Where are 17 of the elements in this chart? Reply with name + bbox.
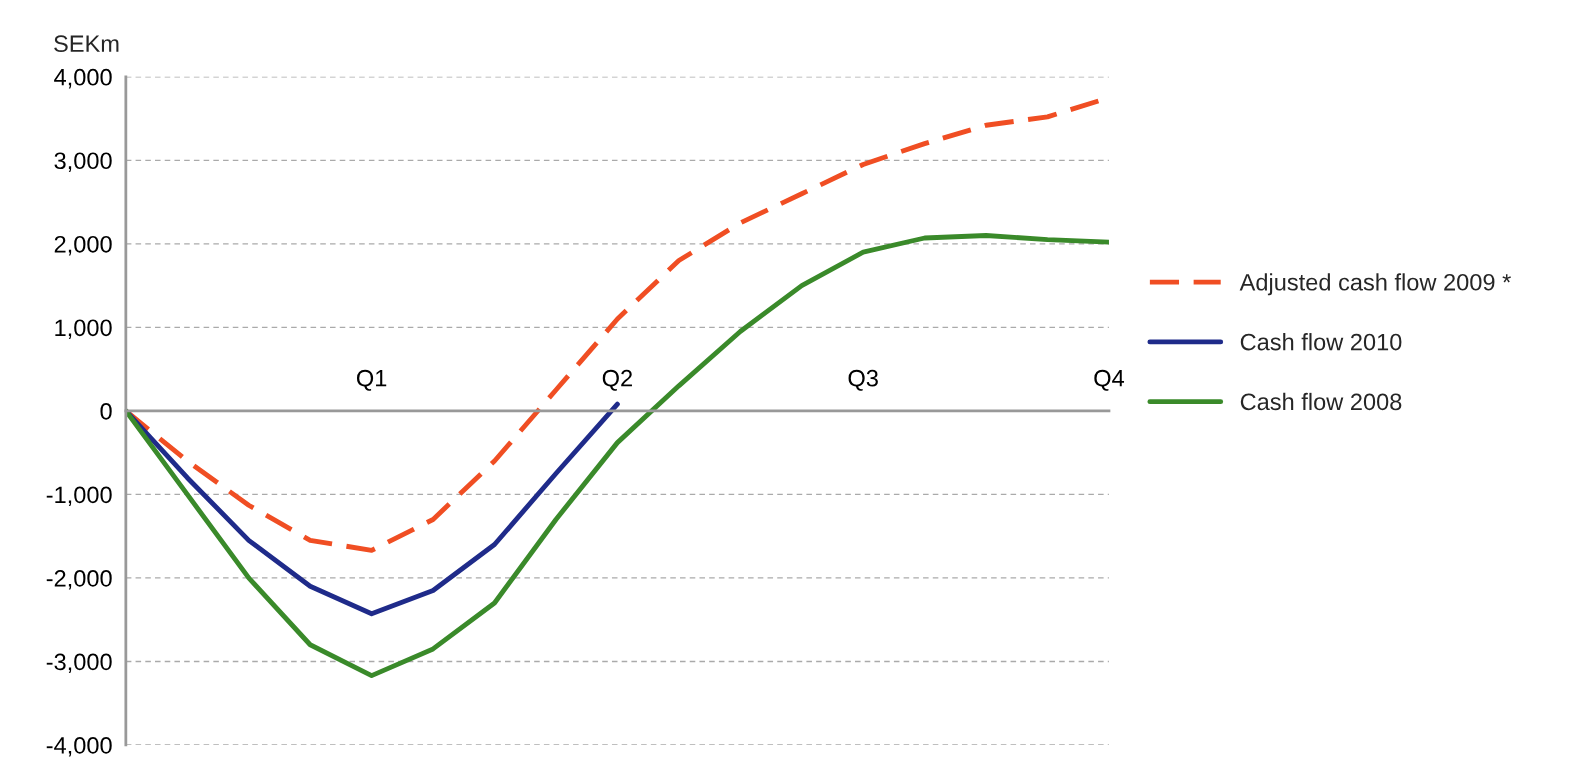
y-axis-title: SEKm [54,35,119,53]
x-tick-label: Q4 [1094,369,1125,391]
y-tick-label: -2,000 [46,569,112,590]
y-tick-label: -1,000 [46,486,112,506]
y-tick-label: 2,000 [54,235,112,256]
y-tick-label: 0 [100,402,112,420]
y-tick-label: 3,000 [54,152,112,172]
legend-label: Adjusted cash flow 2009 * [1239,273,1511,296]
x-tick-label: Q1 [356,369,387,391]
y-tick-label: -3,000 [46,653,112,674]
legend-label: Cash flow 2010 [1240,333,1402,351]
x-tick-label: Q2 [602,369,632,391]
legend-label: Cash flow 2008 [1240,392,1402,411]
y-tick-label: 1,000 [55,319,112,339]
y-tick-label: -4,000 [46,737,112,757]
x-tick-label: Q3 [848,369,878,391]
y-tick-label: 4,000 [54,68,112,89]
